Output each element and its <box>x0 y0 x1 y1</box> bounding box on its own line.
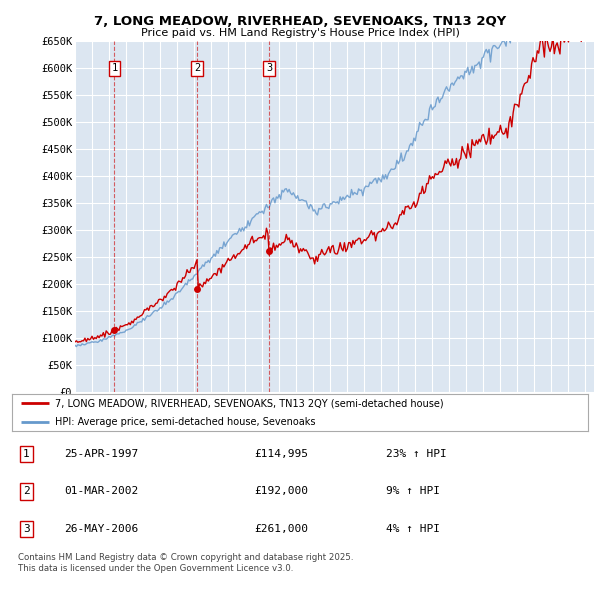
Text: 2: 2 <box>23 487 30 496</box>
Text: Contains HM Land Registry data © Crown copyright and database right 2025.
This d: Contains HM Land Registry data © Crown c… <box>18 553 353 573</box>
Text: HPI: Average price, semi-detached house, Sevenoaks: HPI: Average price, semi-detached house,… <box>55 417 316 427</box>
Text: £114,995: £114,995 <box>254 449 308 459</box>
Text: 23% ↑ HPI: 23% ↑ HPI <box>386 449 447 459</box>
Text: 1: 1 <box>112 63 118 73</box>
Text: 25-APR-1997: 25-APR-1997 <box>64 449 138 459</box>
Text: 2: 2 <box>194 63 200 73</box>
Text: 01-MAR-2002: 01-MAR-2002 <box>64 487 138 496</box>
Text: 9% ↑ HPI: 9% ↑ HPI <box>386 487 440 496</box>
Text: £261,000: £261,000 <box>254 524 308 534</box>
Text: Price paid vs. HM Land Registry's House Price Index (HPI): Price paid vs. HM Land Registry's House … <box>140 28 460 38</box>
Text: £192,000: £192,000 <box>254 487 308 496</box>
Text: 3: 3 <box>266 63 272 73</box>
Text: 7, LONG MEADOW, RIVERHEAD, SEVENOAKS, TN13 2QY: 7, LONG MEADOW, RIVERHEAD, SEVENOAKS, TN… <box>94 15 506 28</box>
Text: 1: 1 <box>23 449 30 459</box>
Text: 26-MAY-2006: 26-MAY-2006 <box>64 524 138 534</box>
Text: 3: 3 <box>23 524 30 534</box>
Text: 4% ↑ HPI: 4% ↑ HPI <box>386 524 440 534</box>
Text: 7, LONG MEADOW, RIVERHEAD, SEVENOAKS, TN13 2QY (semi-detached house): 7, LONG MEADOW, RIVERHEAD, SEVENOAKS, TN… <box>55 398 444 408</box>
